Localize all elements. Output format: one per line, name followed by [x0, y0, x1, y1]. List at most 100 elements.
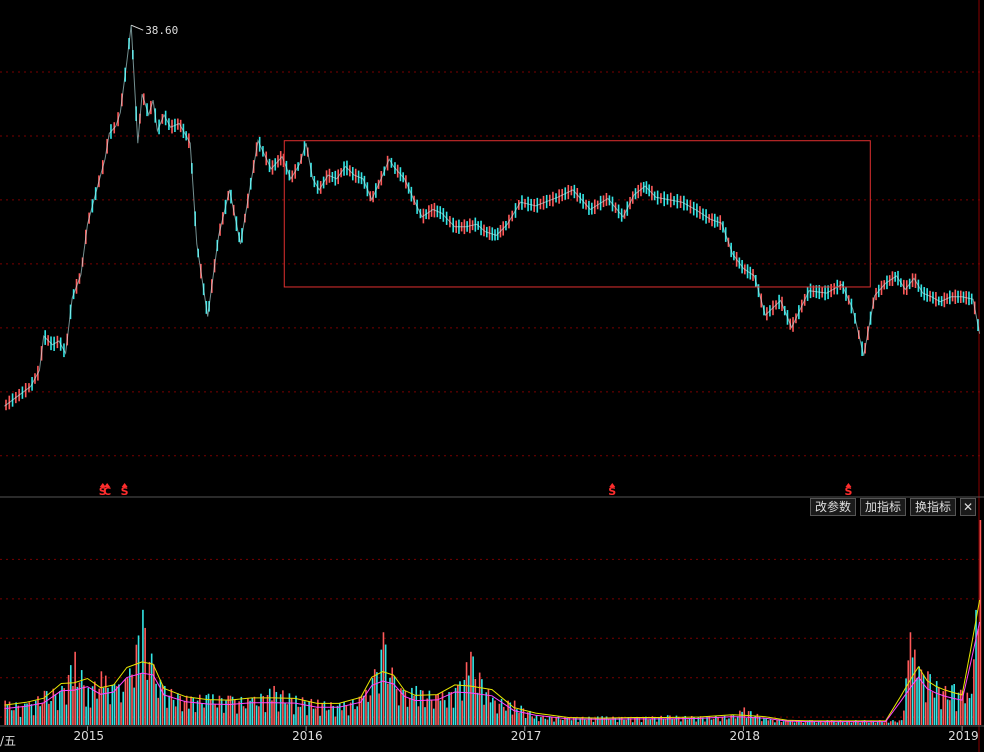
volume-bar — [516, 709, 518, 725]
switch-indicator-button[interactable]: 换指标 — [909, 498, 956, 516]
volume-bar — [104, 675, 107, 725]
volume-bar — [341, 710, 343, 725]
volume-bar — [450, 691, 453, 725]
volume-bar — [949, 700, 951, 725]
volume-bar — [835, 722, 837, 725]
volume-bar — [767, 720, 770, 725]
volume-bar — [962, 690, 964, 725]
volume-bar — [537, 721, 540, 725]
volume-bar — [185, 695, 188, 725]
volume-bar — [310, 698, 313, 725]
volume-bar — [857, 721, 859, 725]
volume-bar — [107, 687, 109, 725]
volume-bar — [17, 705, 20, 725]
volume-bar — [715, 715, 717, 725]
volume-bar — [754, 716, 756, 725]
volume-bar — [87, 687, 90, 725]
volume-bar — [756, 713, 759, 725]
volume-bar — [461, 700, 463, 725]
x-tick-label: 2015 — [73, 729, 104, 743]
volume-bar — [642, 717, 645, 725]
volume-bar — [879, 720, 881, 725]
volume-bar — [666, 715, 669, 725]
volume-bar — [496, 713, 498, 725]
volume-bar — [664, 718, 667, 725]
volume-bar — [100, 671, 103, 725]
volume-bar — [454, 687, 457, 725]
volume-bar — [780, 722, 783, 725]
volume-bar — [312, 708, 315, 725]
volume-bar — [164, 685, 166, 725]
volume-bar — [614, 717, 617, 725]
volume-bar — [369, 695, 372, 725]
volume-bar — [153, 664, 155, 725]
volume-bar — [111, 685, 114, 725]
volume-bar — [465, 662, 468, 725]
volume-bar — [653, 717, 656, 725]
volume-bar — [115, 686, 118, 725]
volume-bar — [356, 706, 359, 725]
volume-bar — [284, 703, 286, 725]
signal-marker: S — [121, 485, 129, 498]
volume-bar — [478, 672, 481, 725]
volume-bar — [207, 693, 210, 725]
add-indicator-button[interactable]: 加指标 — [859, 498, 906, 516]
volume-bar — [249, 700, 251, 725]
volume-bar — [778, 719, 781, 725]
volume-bar — [214, 703, 216, 725]
volume-bar — [590, 717, 592, 725]
volume-bar — [841, 721, 844, 725]
volume-bar — [938, 687, 940, 725]
x-tick-label: 2017 — [511, 729, 542, 743]
volume-bar — [177, 693, 179, 725]
volume-bar — [526, 712, 529, 725]
volume-bar — [502, 706, 505, 725]
volume-bar — [520, 705, 523, 725]
volume-bar — [89, 707, 92, 725]
volume-ma-yellow — [4, 599, 981, 722]
volume-bar — [258, 706, 260, 725]
volume-bar — [533, 718, 536, 725]
volume-bar — [277, 711, 280, 725]
volume-bar — [848, 720, 851, 725]
volume-bar — [432, 708, 435, 725]
close-icon[interactable]: ✕ — [960, 498, 976, 516]
volume-bar — [833, 720, 835, 725]
volume-bar — [750, 711, 752, 725]
volume-bar — [712, 718, 715, 725]
volume-bar — [610, 719, 612, 725]
volume-bar — [876, 721, 879, 725]
volume-bar — [870, 720, 872, 725]
volume-bar — [209, 699, 212, 725]
volume-bar — [216, 707, 219, 725]
volume-bar — [45, 691, 48, 725]
volume-bar — [892, 720, 894, 725]
volume-bar — [474, 679, 477, 725]
signal-marker: S — [844, 485, 852, 498]
volume-bar — [457, 684, 459, 725]
volume-bar — [330, 702, 332, 725]
change-params-button[interactable]: 改参数 — [809, 498, 856, 516]
volume-bar — [736, 716, 739, 725]
volume-bar — [789, 720, 791, 725]
volume-bar — [54, 694, 57, 725]
volume-bar — [953, 684, 955, 725]
volume-bar — [625, 719, 627, 725]
volume-bar — [813, 721, 816, 725]
volume-bar — [975, 609, 977, 725]
volume-bar — [844, 722, 846, 725]
volume-bar — [80, 670, 83, 725]
volume-bar — [704, 721, 706, 725]
volume-bar — [970, 693, 973, 725]
volume-bar — [940, 709, 942, 725]
volume-bar — [896, 722, 899, 725]
volume-bar — [430, 699, 433, 725]
volume-bar — [822, 722, 824, 725]
volume-bar — [72, 686, 74, 725]
volume-bar — [557, 716, 560, 725]
volume-bar — [505, 710, 507, 725]
volume-bar — [507, 700, 509, 725]
volume-bar — [522, 708, 525, 725]
volume-bar — [629, 718, 632, 725]
volume-bar — [98, 688, 100, 725]
